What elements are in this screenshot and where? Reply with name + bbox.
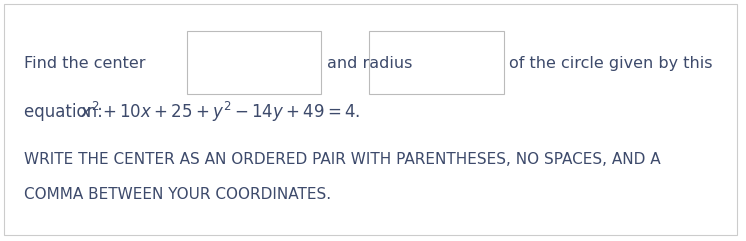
- Text: of the circle given by this: of the circle given by this: [509, 56, 712, 71]
- Text: COMMA BETWEEN YOUR COORDINATES.: COMMA BETWEEN YOUR COORDINATES.: [24, 187, 331, 201]
- FancyBboxPatch shape: [369, 31, 504, 94]
- Text: WRITE THE CENTER AS AN ORDERED PAIR WITH PARENTHESES, NO SPACES, AND A: WRITE THE CENTER AS AN ORDERED PAIR WITH…: [24, 152, 660, 167]
- Text: equation:: equation:: [24, 103, 108, 121]
- Text: Find the center: Find the center: [24, 56, 145, 71]
- FancyBboxPatch shape: [186, 31, 321, 94]
- FancyBboxPatch shape: [4, 4, 737, 235]
- Text: $x^2 + 10x + 25 + y^2 - 14y + 49 = 4.$: $x^2 + 10x + 25 + y^2 - 14y + 49 = 4.$: [80, 100, 360, 124]
- Text: and radius: and radius: [327, 56, 412, 71]
